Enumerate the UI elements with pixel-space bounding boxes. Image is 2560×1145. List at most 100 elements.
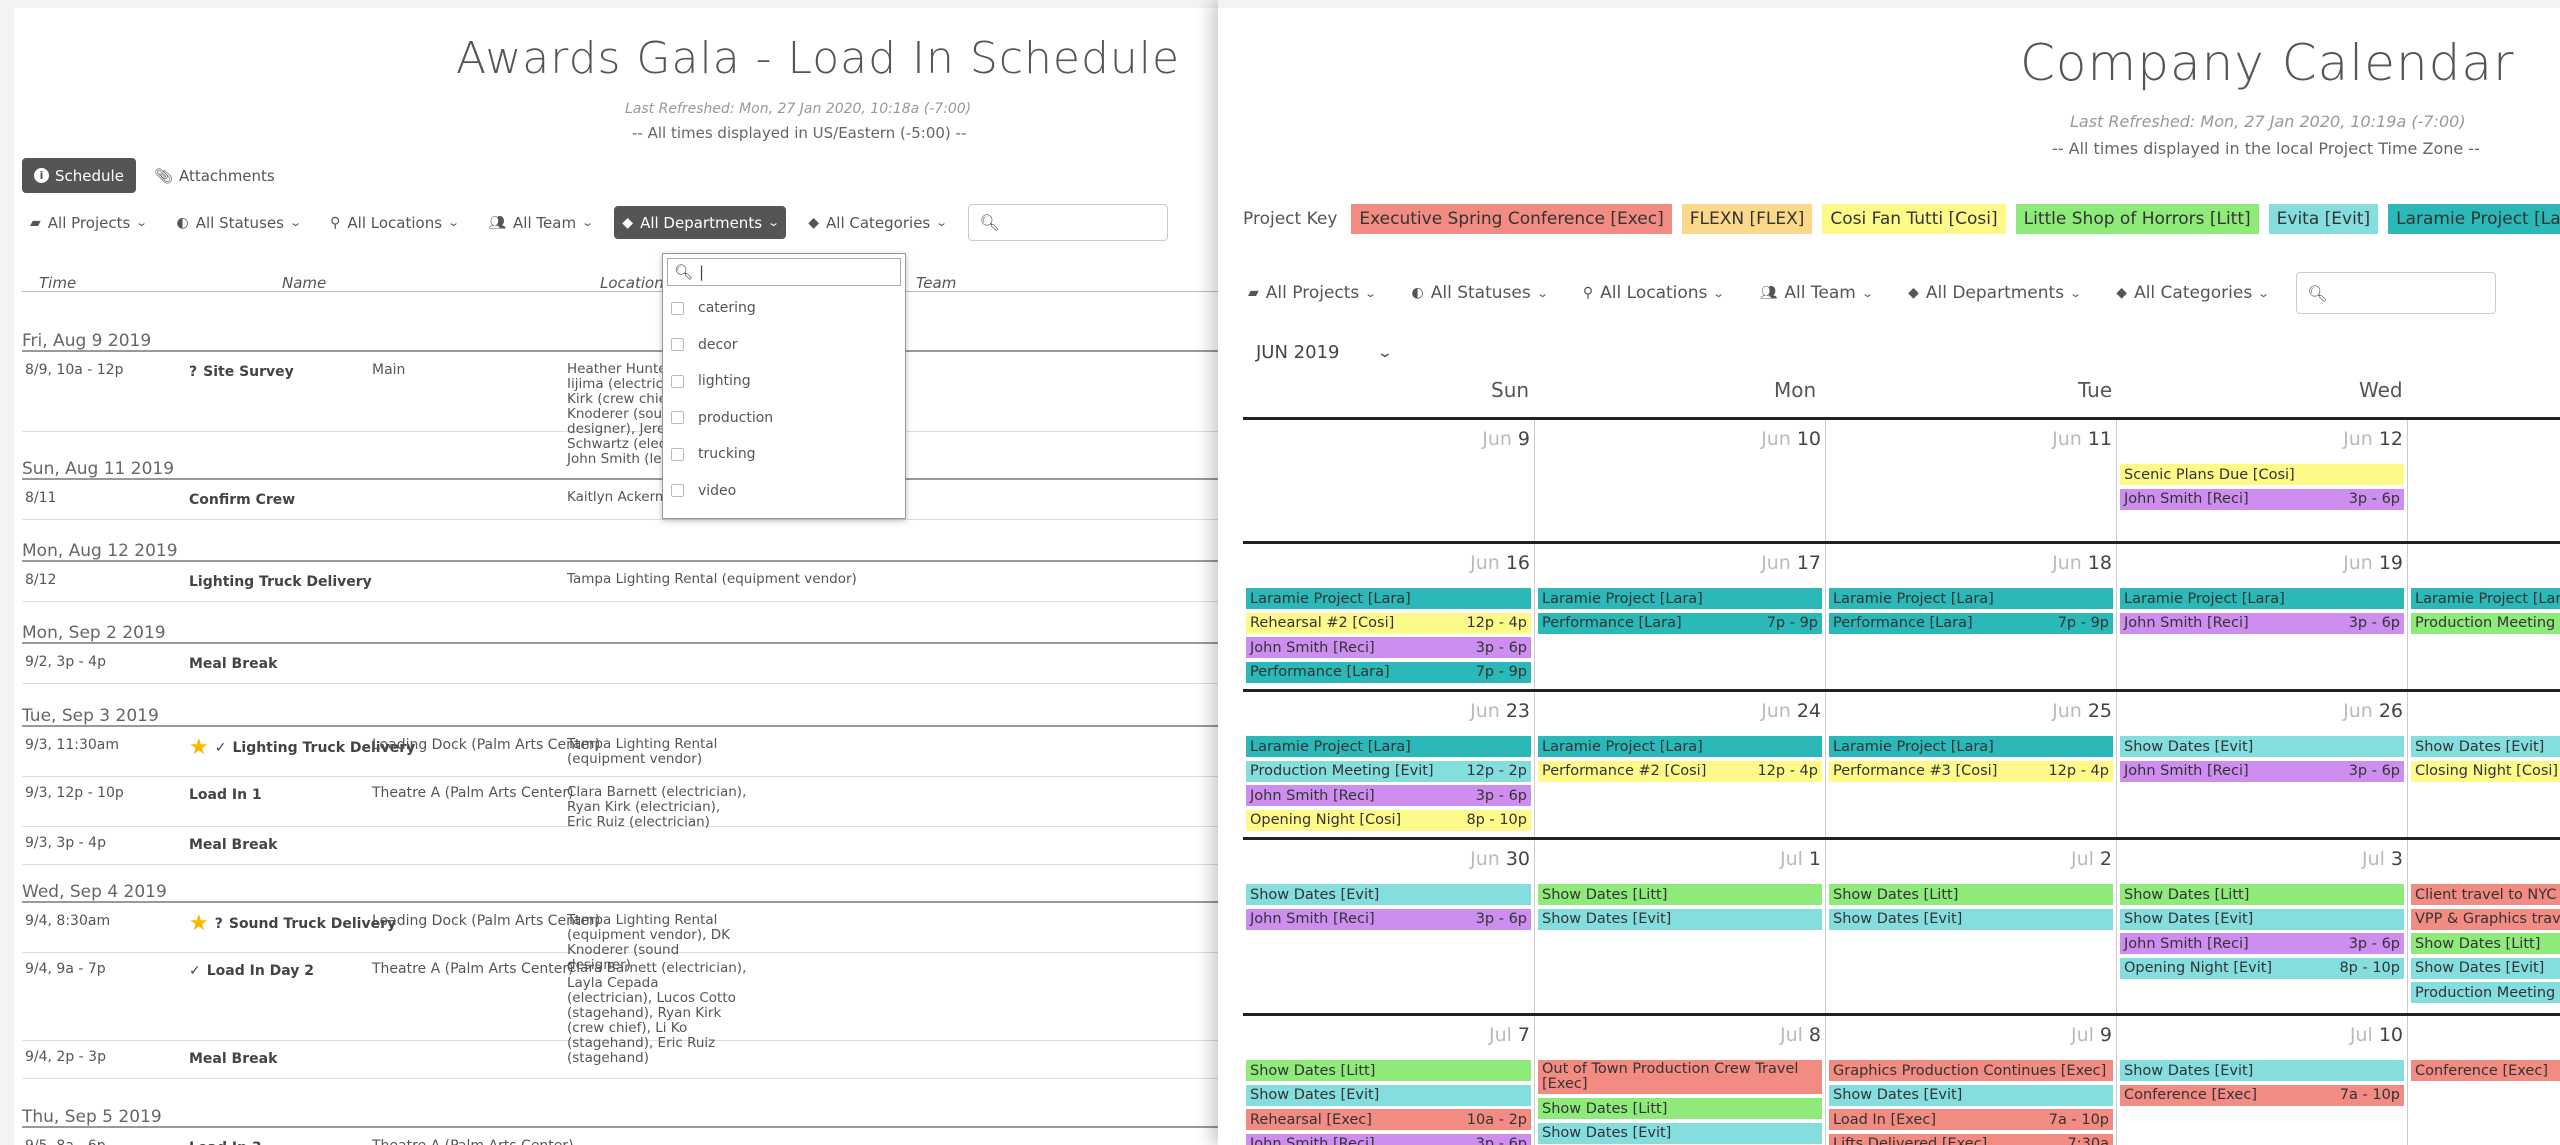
calendar-event[interactable]: Show Dates [Litt] xyxy=(2120,884,2404,905)
calendar-event[interactable]: Opening Night [Cosi] 8p - 10p xyxy=(1246,809,1531,831)
filter-statuses[interactable]: ◐ All Statuses ⌄ xyxy=(169,206,309,239)
calendar-event[interactable]: Show Dates [Litt] xyxy=(1829,884,2113,905)
calendar-event[interactable]: John Smith [Reci] 3p - 6p xyxy=(1246,637,1531,658)
star-icon[interactable]: ★ xyxy=(189,735,209,760)
calendar-event[interactable]: Show Dates [Litt] xyxy=(1538,884,1822,905)
day-cell[interactable]: Jul 2 Show Dates [Litt] Show Dates [Evit] xyxy=(1825,840,2116,1016)
calendar-event[interactable]: Laramie Project [Lara] xyxy=(2411,588,2560,609)
table-row[interactable]: 9/2, 3p - 4p Meal Break xyxy=(22,646,1220,684)
calendar-event[interactable]: John Smith [Reci] 3p - 6p xyxy=(2120,933,2404,954)
calendar-event[interactable]: Laramie Project [Lara] xyxy=(2120,588,2404,609)
table-row[interactable]: 8/12 Lighting Truck Delivery Tampa Lightin… xyxy=(22,564,1220,602)
filter-locations[interactable]: ⚲ All Locations ⌄ xyxy=(1575,277,1732,310)
day-cell[interactable]: Jun 12 Scenic Plans Due [Cosi] John Smith [… xyxy=(2116,420,2407,544)
day-cell[interactable]: Jul 8 Out of Town Production Crew Travel [… xyxy=(1534,1016,1825,1145)
tab-schedule[interactable]: i Schedule xyxy=(22,158,136,193)
calendar-event[interactable]: Opening Night [Evit] 8p - 10p xyxy=(2120,957,2404,979)
calendar-event[interactable]: Show Dates [Evit] xyxy=(1246,1084,1531,1106)
day-cell[interactable]: Conference [Exec] xyxy=(2407,1016,2560,1145)
search-input[interactable]: 🔍︎ xyxy=(2296,272,2497,314)
tab-attachments[interactable]: 📎︎ Attachments xyxy=(142,158,287,193)
calendar-event[interactable]: Laramie Project [Lara] xyxy=(1538,588,1822,609)
calendar-event[interactable]: Performance #3 [Cosi] 12p - 4p xyxy=(1829,760,2113,782)
calendar-event[interactable]: Rehearsal [Exec] 10a - 2p xyxy=(1246,1109,1531,1130)
dropdown-option[interactable]: trucking xyxy=(663,436,905,473)
calendar-event[interactable]: Show Dates [Litt] xyxy=(1538,1098,1822,1119)
day-cell[interactable]: Client travel to NYC VPP & Graphics trav S… xyxy=(2407,840,2560,1016)
month-selector[interactable]: JUN 2019 ⌄ xyxy=(1256,342,1394,363)
calendar-event[interactable]: John Smith [Reci] 3p - 6p xyxy=(2120,760,2404,782)
project-key-item[interactable]: Little Shop of Horrors [Litt] xyxy=(2015,204,2259,234)
star-icon[interactable]: ★ xyxy=(189,911,209,936)
calendar-event[interactable]: Performance [Lara] 7p - 9p xyxy=(1246,661,1531,683)
day-cell[interactable]: Jul 9 Graphics Production Continues [Exec]… xyxy=(1825,1016,2116,1145)
table-row[interactable]: 9/4, 9a - 7p ✓ Load In Day 2 Theatre A (Pal… xyxy=(22,953,1220,1066)
calendar-event[interactable]: Show Dates [Evit] xyxy=(1538,908,1822,930)
day-cell[interactable]: Jun 23 Laramie Project [Lara] Production Me… xyxy=(1243,692,1534,840)
day-cell[interactable]: Laramie Project [Lara] Production Meeting xyxy=(2407,544,2560,692)
dropdown-option[interactable]: catering xyxy=(663,290,905,327)
dropdown-option[interactable]: lighting xyxy=(663,363,905,400)
filter-statuses[interactable]: ◐ All Statuses ⌄ xyxy=(1404,277,1555,310)
dropdown-search-input[interactable]: 🔍︎ | xyxy=(667,258,901,286)
calendar-event[interactable]: John Smith [Reci] 3p - 6p xyxy=(1246,908,1531,930)
day-cell[interactable]: Show Dates [Evit] Closing Night [Cosi] xyxy=(2407,692,2560,840)
day-cell[interactable]: Jun 17 Laramie Project [Lara] Performance [… xyxy=(1534,544,1825,692)
day-cell[interactable]: Jun 19 Laramie Project [Lara] John Smith [R… xyxy=(2116,544,2407,692)
filter-categories[interactable]: ◆ All Categories ⌄ xyxy=(2108,277,2276,310)
checkbox[interactable] xyxy=(671,374,684,388)
calendar-event[interactable]: Show Dates [Litt] xyxy=(2411,933,2560,954)
calendar-event[interactable]: Laramie Project [Lara] xyxy=(1829,588,2113,609)
calendar-event[interactable]: Performance [Lara] 7p - 9p xyxy=(1538,612,1822,634)
search-input[interactable]: 🔍︎ xyxy=(968,204,1169,241)
checkbox[interactable] xyxy=(671,338,684,352)
calendar-event[interactable]: Performance [Lara] 7p - 9p xyxy=(1829,612,2113,634)
day-cell[interactable] xyxy=(2407,420,2560,544)
calendar-event[interactable]: Show Dates [Evit] xyxy=(2120,908,2404,930)
calendar-event[interactable]: Rehearsal #2 [Cosi] 12p - 4p xyxy=(1246,612,1531,634)
table-row[interactable]: 9/4, 2p - 3p Meal Break xyxy=(22,1041,1220,1079)
calendar-event[interactable]: Laramie Project [Lara] xyxy=(1246,588,1531,609)
calendar-event[interactable]: Show Dates [Evit] xyxy=(2411,736,2560,757)
table-row[interactable]: 9/3, 12p - 10p Load In 1 Theatre A (Palm A… xyxy=(22,777,1220,830)
project-key-item[interactable]: Executive Spring Conference [Exec] xyxy=(1351,204,1672,234)
calendar-event[interactable]: Client travel to NYC xyxy=(2411,884,2560,905)
calendar-event[interactable]: Graphics Production Continues [Exec] xyxy=(1829,1060,2113,1081)
day-cell[interactable]: Jun 18 Laramie Project [Lara] Performance [… xyxy=(1825,544,2116,692)
calendar-event[interactable]: Laramie Project [Lara] xyxy=(1829,736,2113,757)
calendar-event[interactable]: John Smith [Reci] 3p - 6p xyxy=(1246,785,1531,806)
day-cell[interactable]: Jun 30 Show Dates [Evit] John Smith [Reci] 3… xyxy=(1243,840,1534,1016)
filter-team[interactable]: 👥︎ All Team ⌄ xyxy=(1752,277,1880,310)
calendar-event[interactable]: John Smith [Reci] 3p - 6p xyxy=(1246,1133,1531,1145)
day-cell[interactable]: Jul 7 Show Dates [Litt] Show Dates [Evit] Re… xyxy=(1243,1016,1534,1145)
day-cell[interactable]: Jun 25 Laramie Project [Lara] Performance #… xyxy=(1825,692,2116,840)
checkbox[interactable] xyxy=(671,484,684,498)
table-row[interactable]: 9/3, 11:30am ★ ✓ Lighting Truck Delivery Loa… xyxy=(22,729,1220,777)
filter-team[interactable]: 👥︎ All Team ⌄ xyxy=(480,206,600,239)
calendar-event[interactable]: Show Dates [Evit] xyxy=(1246,884,1531,905)
calendar-event[interactable]: Show Dates [Evit] xyxy=(2120,1060,2404,1081)
filter-categories[interactable]: ◆ All Categories ⌄ xyxy=(800,206,954,239)
day-cell[interactable]: Jun 10 xyxy=(1534,420,1825,544)
calendar-event[interactable]: Scenic Plans Due [Cosi] xyxy=(2120,464,2404,485)
filter-departments[interactable]: ◆ All Departments ⌄ xyxy=(614,206,787,239)
calendar-event[interactable]: Closing Night [Cosi] xyxy=(2411,760,2560,782)
calendar-event[interactable]: John Smith [Reci] 3p - 6p xyxy=(2120,488,2404,510)
filter-departments[interactable]: ◆ All Departments ⌄ xyxy=(1900,277,2088,310)
day-cell[interactable]: Jun 11 xyxy=(1825,420,2116,544)
calendar-event[interactable]: Conference [Exec] 7a - 10p xyxy=(2120,1084,2404,1106)
calendar-event[interactable]: Laramie Project [Lara] xyxy=(1246,736,1531,757)
calendar-event[interactable]: Show Dates [Litt] xyxy=(1246,1060,1531,1081)
day-cell[interactable]: Jun 26 Show Dates [Evit] John Smith [Reci] 3… xyxy=(2116,692,2407,840)
calendar-event[interactable]: Load In [Exec] 7a - 10p xyxy=(1829,1109,2113,1130)
day-cell[interactable]: Jun 9 xyxy=(1243,420,1534,544)
filter-locations[interactable]: ⚲ All Locations ⌄ xyxy=(322,206,466,239)
table-row[interactable]: 9/3, 3p - 4p Meal Break xyxy=(22,827,1220,865)
table-row[interactable]: 9/5, 8a - 6p Load In 3 Theatre A (Palm Art… xyxy=(22,1130,1220,1145)
calendar-event[interactable]: Lifts Delivered [Exec] 7:30a xyxy=(1829,1133,2113,1145)
project-key-item[interactable]: Laramie Project [Lara] xyxy=(2388,204,2560,234)
checkbox[interactable] xyxy=(671,301,684,315)
day-cell[interactable]: Jul 1 Show Dates [Litt] Show Dates [Evit] xyxy=(1534,840,1825,1016)
calendar-event[interactable]: John Smith [Reci] 3p - 6p xyxy=(2120,612,2404,634)
